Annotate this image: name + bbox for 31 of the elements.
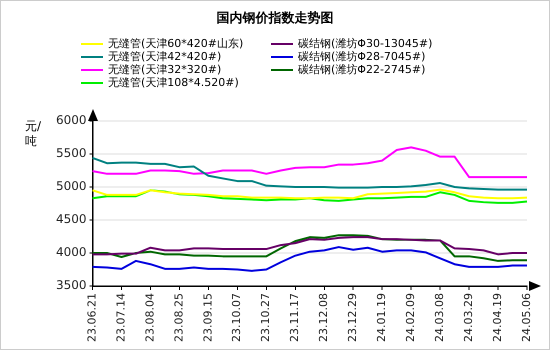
x-tick-label: 23.09.15: [201, 293, 214, 342]
legend-label: 无缝管(天津32*320#): [108, 62, 222, 77]
x-tick-label: 23.08.04: [143, 293, 156, 342]
x-tick-label: 24.04.19: [490, 293, 504, 342]
y-tick-label: 6000: [56, 113, 87, 128]
legend-label: 碳结钢(潍坊Φ28-7045#): [298, 49, 426, 64]
y-axis-title: 元/吨: [25, 119, 42, 149]
y-tick-label: 3500: [56, 278, 87, 292]
legend-label: 碳结钢(潍坊Φ30-13045#): [298, 36, 432, 50]
chart-title: 国内钢价指数走势图: [216, 10, 334, 27]
x-tick-label: 23.12.08: [317, 293, 330, 342]
x-tick-label: 23.07.14: [114, 293, 128, 342]
x-tick-label: 24.02.09: [404, 293, 418, 342]
x-tick-label: 23.10.07: [230, 293, 244, 342]
x-tick-label: 23.10.27: [259, 293, 272, 342]
legend-label: 无缝管(天津108*4.520#): [108, 75, 239, 90]
x-tick-label: 23.06.21: [85, 293, 98, 342]
legend-label: 无缝管(天津60*420#山东): [108, 36, 244, 51]
legend-label: 无缝管(天津42*420#): [108, 49, 222, 64]
x-tick-label: 24.03.08: [432, 293, 446, 342]
x-tick-label: 24.03.29: [462, 293, 475, 342]
y-tick-label: 5500: [56, 146, 87, 160]
x-tick-label: 23.12.29: [346, 293, 360, 342]
legend-label: 碳结钢(潍坊Φ22-2745#): [298, 62, 426, 77]
y-tick-label: 4500: [56, 212, 87, 226]
x-tick-label: 24.01.19: [375, 293, 388, 342]
x-tick-label: 24.05.06: [520, 293, 533, 342]
x-tick-label: 23.08.25: [172, 293, 186, 342]
y-tick-label: 4000: [56, 245, 87, 260]
y-tick-label: 5000: [56, 179, 87, 194]
x-tick-label: 23.11.17: [288, 293, 302, 342]
